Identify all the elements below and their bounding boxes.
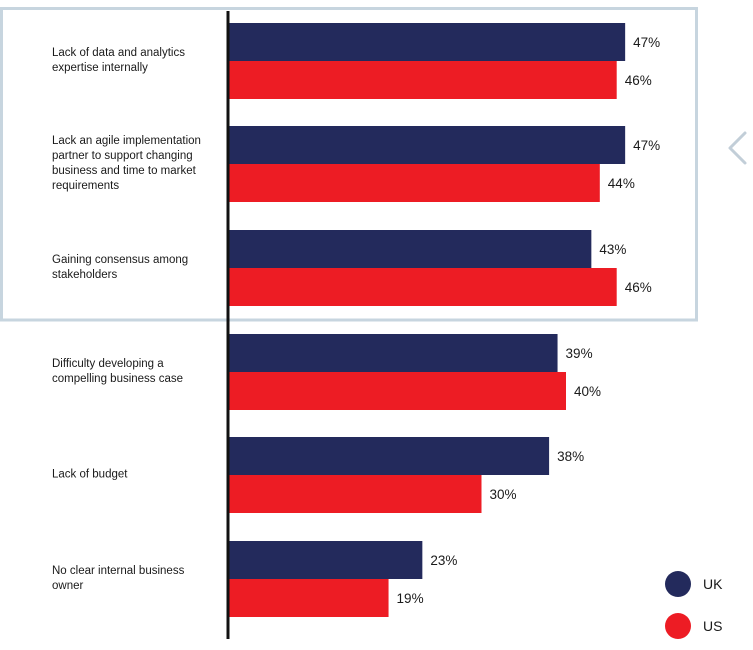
legend-item-uk: UK [665, 571, 722, 597]
data-label-uk-3: 43% [599, 242, 626, 257]
legend-swatch-uk [665, 571, 691, 597]
category-label-1: Lack of data and analytics expertise int… [52, 47, 185, 74]
data-label-uk-1: 47% [633, 35, 660, 50]
bar-us-3 [228, 268, 617, 306]
data-label-uk-6: 23% [430, 553, 457, 568]
data-label-us-4: 40% [574, 384, 601, 399]
category-label-2: Lack an agile implementation partner to … [52, 135, 201, 192]
data-label-us-5: 30% [490, 487, 517, 502]
bar-us-1 [228, 61, 617, 99]
legend-label-uk: UK [703, 576, 723, 592]
bar-uk-6 [228, 541, 423, 579]
category-label-4: Difficulty developing a compelling busin… [52, 358, 184, 385]
data-label-us-3: 46% [625, 280, 652, 295]
bar-uk-2 [228, 126, 626, 164]
category-label-3: Gaining consensus among stakeholders [52, 254, 189, 281]
bar-uk-3 [228, 230, 592, 268]
bar-uk-4 [228, 334, 558, 372]
category-label-6: No clear internal business owner [52, 565, 185, 592]
data-label-uk-2: 47% [633, 138, 660, 153]
bar-us-6 [228, 579, 389, 617]
legend-label-us: US [703, 618, 723, 634]
data-label-uk-4: 39% [566, 346, 593, 361]
data-label-us-1: 46% [625, 73, 652, 88]
data-label-us-2: 44% [608, 176, 635, 191]
data-label-us-6: 19% [397, 591, 424, 606]
bar-uk-1 [228, 23, 626, 61]
legend-swatch-us [665, 613, 691, 639]
highlight-frame [0, 7, 698, 322]
bar-us-4 [228, 372, 566, 410]
bar-uk-5 [228, 437, 550, 475]
category-label-5: Lack of budget [52, 468, 128, 481]
legend-item-us: US [665, 613, 722, 639]
bar-us-2 [228, 164, 600, 202]
bar-us-5 [228, 475, 482, 513]
chevron-left-icon [728, 131, 747, 165]
data-label-uk-5: 38% [557, 449, 584, 464]
